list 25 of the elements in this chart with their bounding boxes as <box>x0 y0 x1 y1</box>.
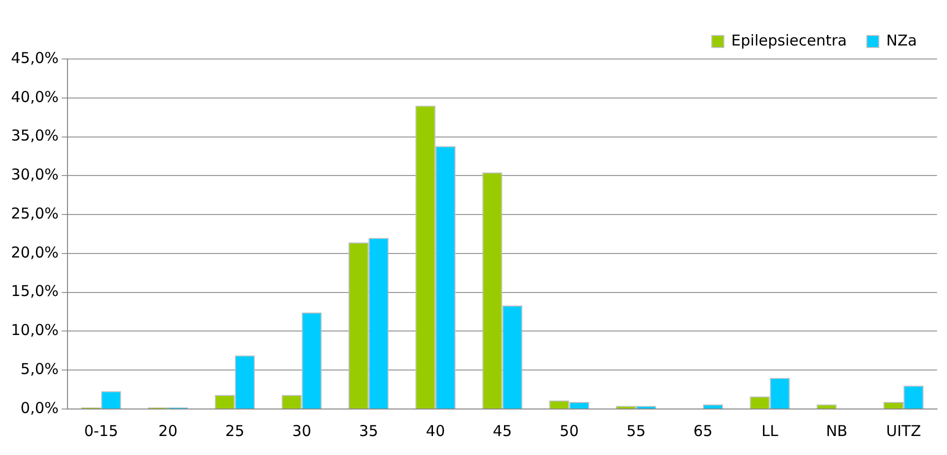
x-tick-label: NB <box>826 422 848 440</box>
legend-label: NZa <box>886 31 918 50</box>
x-tick-label: 0-15 <box>84 422 118 440</box>
x-tick-label: UITZ <box>886 422 921 440</box>
y-tick-label: 15,0% <box>10 282 59 300</box>
x-tick-label: 30 <box>292 422 312 440</box>
y-tick-label: 10,0% <box>10 321 59 340</box>
y-tick-label: 5,0% <box>20 360 59 378</box>
y-tick-label: 0,0% <box>20 398 59 417</box>
y-tick-label: 20,0% <box>10 243 59 262</box>
x-tick-label: 25 <box>225 422 244 440</box>
x-tick-label: 40 <box>426 422 445 440</box>
x-tick-label: LL <box>761 422 779 440</box>
x-tick-label: 65 <box>693 422 712 440</box>
y-tick-label: 40,0% <box>10 88 59 106</box>
x-tick-label: 45 <box>492 422 512 440</box>
y-tick-label: 45,0% <box>10 48 59 67</box>
legend-label: Epilepsiecentra <box>731 31 847 50</box>
x-tick-label: 50 <box>560 422 579 440</box>
y-tick-label: 25,0% <box>10 204 59 222</box>
x-tick-label: 20 <box>158 422 178 440</box>
y-tick-label: 35,0% <box>10 126 59 145</box>
x-tick-label: 35 <box>359 422 378 440</box>
y-tick-label: 30,0% <box>10 166 59 184</box>
x-tick-label: 55 <box>626 422 646 440</box>
